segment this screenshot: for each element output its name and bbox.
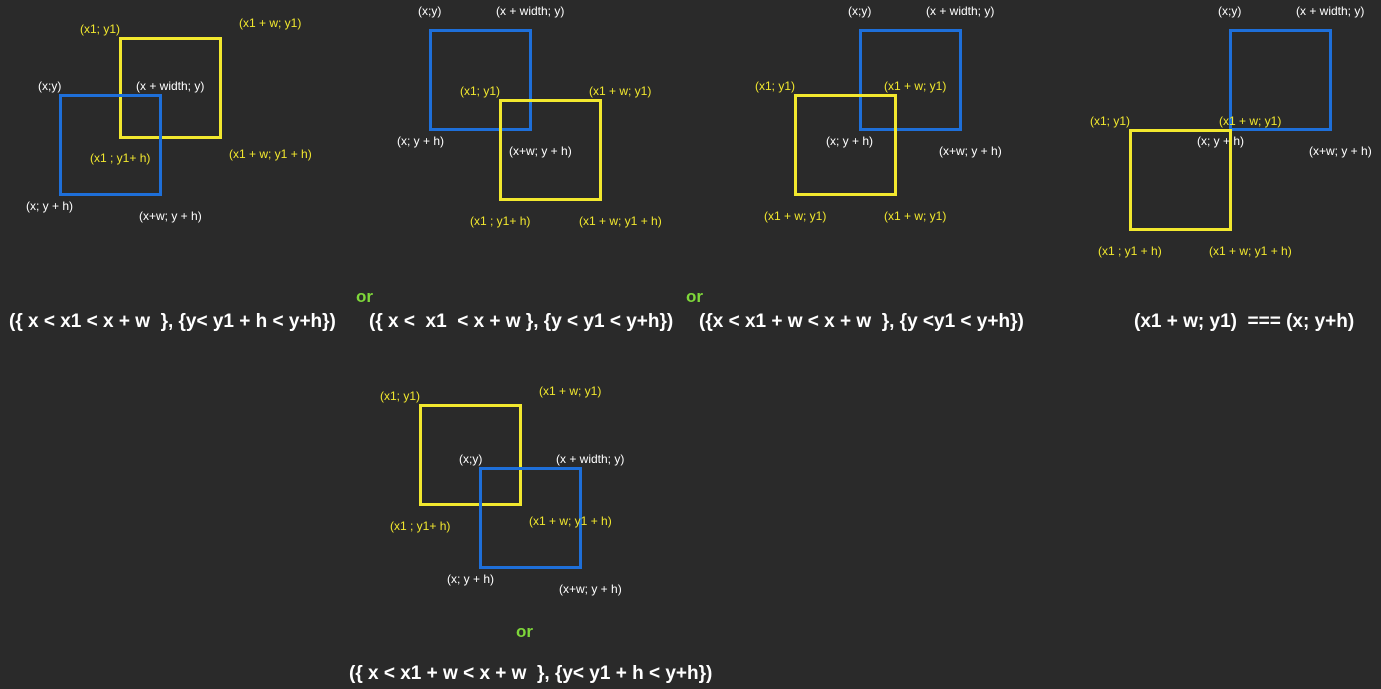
label-yellow-top-right: (x1 + w; y1) [539, 384, 602, 398]
label-blue-bottom-right: (x+w; y + h) [1309, 144, 1372, 158]
formula-4: (x1 + w; y1) === (x; y+h) [1134, 311, 1355, 332]
label-yellow-top-left: (x1; y1) [380, 389, 421, 403]
label-blue-bottom-right: (x+w; y + h) [139, 209, 202, 223]
yellow-rectangle [794, 94, 897, 196]
label-blue-top-left: (x;y) [418, 4, 442, 18]
label-blue-top-left: (x;y) [459, 452, 483, 466]
label-blue-bottom-left: (x; y + h) [26, 199, 74, 213]
label-blue-top-right: (x + width; y) [556, 452, 625, 466]
label-blue-bottom-right: (x+w; y + h) [559, 582, 622, 596]
label-yellow-bottom-left: (x1 ; y1+ h) [470, 214, 531, 228]
label-yellow-top-right: (x1 + w; y1) [239, 16, 302, 30]
formula-3: ({x < x1 + w < x + w }, {y <y1 < y+h}) [699, 311, 1024, 332]
label-blue-bottom-left: (x; y + h) [397, 134, 445, 148]
formula-1: ({ x < x1 < x + w }, {y< y1 + h < y+h}) [9, 311, 336, 332]
label-blue-bottom-left: (x; y + h) [1197, 134, 1245, 148]
label-yellow-bottom-left: (x1 ; y1+ h) [90, 151, 151, 165]
label-yellow-bottom-left: (x1 + w; y1) [764, 209, 827, 223]
blue-rectangle [1229, 29, 1332, 131]
yellow-rectangle [419, 404, 522, 506]
label-blue-top-right: (x + width; y) [926, 4, 995, 18]
label-yellow-bottom-right: (x1 + w; y1 + h) [229, 147, 312, 161]
label-yellow-bottom-left: (x1 ; y1+ h) [390, 519, 451, 533]
label-yellow-top-left: (x1; y1) [1090, 114, 1131, 128]
label-blue-top-right: (x + width; y) [496, 4, 565, 18]
blue-rectangle [429, 29, 532, 131]
label-yellow-top-right: (x1 + w; y1) [884, 79, 947, 93]
label-blue-bottom-right: (x+w; y + h) [939, 144, 1002, 158]
yellow-rectangle [119, 37, 222, 139]
label-blue-bottom-left: (x; y + h) [826, 134, 874, 148]
yellow-rectangle [499, 99, 602, 201]
or-separator-3: or [516, 622, 533, 641]
label-yellow-top-right: (x1 + w; y1) [589, 84, 652, 98]
yellow-rectangle [1129, 129, 1232, 231]
label-yellow-bottom-right: (x1 + w; y1 + h) [579, 214, 662, 228]
label-blue-top-left: (x;y) [848, 4, 872, 18]
formula-5: ({ x < x1 + w < x + w }, {y< y1 + h < y+… [349, 663, 713, 684]
blue-rectangle [479, 467, 582, 569]
blue-rectangle [59, 94, 162, 196]
formula-2: ({ x < x1 < x + w }, {y < y1 < y+h}) [369, 311, 674, 332]
label-blue-bottom-right: (x+w; y + h) [509, 144, 572, 158]
label-yellow-bottom-right: (x1 + w; y1) [884, 209, 947, 223]
label-yellow-top-left: (x1; y1) [460, 84, 501, 98]
label-yellow-top-left: (x1; y1) [755, 79, 796, 93]
label-yellow-bottom-left: (x1 ; y1 + h) [1098, 244, 1162, 258]
or-separator-2: or [686, 287, 703, 306]
label-yellow-bottom-right: (x1 + w; y1 + h) [1209, 244, 1292, 258]
label-yellow-top-left: (x1; y1) [80, 22, 121, 36]
or-separator-1: or [356, 287, 373, 306]
label-blue-bottom-left: (x; y + h) [447, 572, 495, 586]
label-blue-top-right: (x + width; y) [1296, 4, 1365, 18]
blue-rectangle [859, 29, 962, 131]
label-yellow-top-right: (x1 + w; y1) [1219, 114, 1282, 128]
label-blue-top-left: (x;y) [38, 79, 62, 93]
label-blue-top-right: (x + width; y) [136, 79, 205, 93]
label-yellow-bottom-right: (x1 + w; y1 + h) [529, 514, 612, 528]
label-blue-top-left: (x;y) [1218, 4, 1242, 18]
